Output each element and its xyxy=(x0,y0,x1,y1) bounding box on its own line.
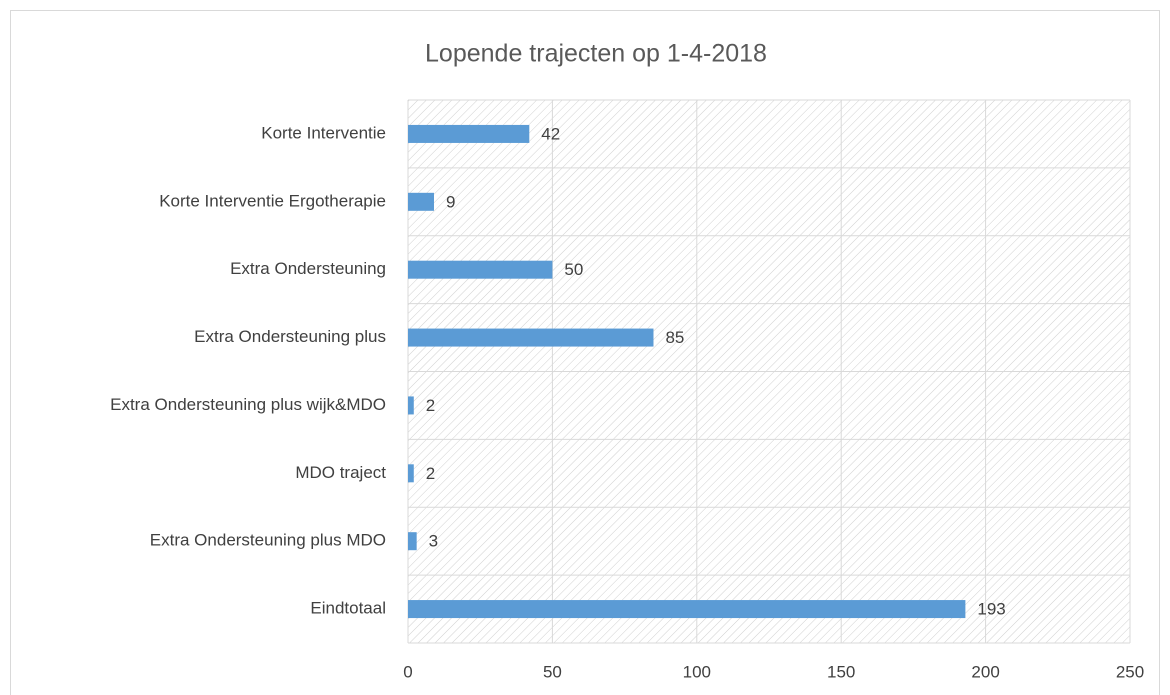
x-tick-label: 150 xyxy=(827,662,855,681)
data-label: 193 xyxy=(977,600,1005,619)
data-label: 42 xyxy=(541,124,560,143)
data-label: 9 xyxy=(446,192,455,211)
x-tick-label: 100 xyxy=(683,662,711,681)
y-tick-label: Extra Ondersteuning plus xyxy=(194,327,386,346)
bar xyxy=(408,600,966,619)
data-label: 2 xyxy=(426,464,435,483)
data-label: 3 xyxy=(429,532,438,551)
y-tick-label: Eindtotaal xyxy=(310,599,386,618)
y-tick-label: Extra Ondersteuning plus MDO xyxy=(150,531,386,550)
bar xyxy=(408,260,553,279)
x-tick-label: 0 xyxy=(403,662,412,681)
chart-frame xyxy=(10,10,1160,695)
data-label: 85 xyxy=(665,328,684,347)
bar xyxy=(408,328,654,347)
y-tick-label: MDO traject xyxy=(295,463,386,482)
y-tick-label: Extra Ondersteuning xyxy=(230,259,386,278)
y-tick-label: Korte Interventie xyxy=(261,123,386,142)
data-label: 2 xyxy=(426,396,435,415)
bar xyxy=(408,464,414,483)
x-tick-label: 200 xyxy=(971,662,999,681)
bar xyxy=(408,192,434,211)
x-tick-label: 250 xyxy=(1116,662,1144,681)
y-tick-label: Extra Ondersteuning plus wijk&MDO xyxy=(110,395,386,414)
bar xyxy=(408,532,417,551)
chart-title: Lopende trajecten op 1-4-2018 xyxy=(425,40,767,68)
data-label: 50 xyxy=(564,260,583,279)
bar xyxy=(408,396,414,415)
bar xyxy=(408,124,530,143)
y-tick-label: Korte Interventie Ergotherapie xyxy=(159,191,386,210)
x-tick-label: 50 xyxy=(543,662,562,681)
